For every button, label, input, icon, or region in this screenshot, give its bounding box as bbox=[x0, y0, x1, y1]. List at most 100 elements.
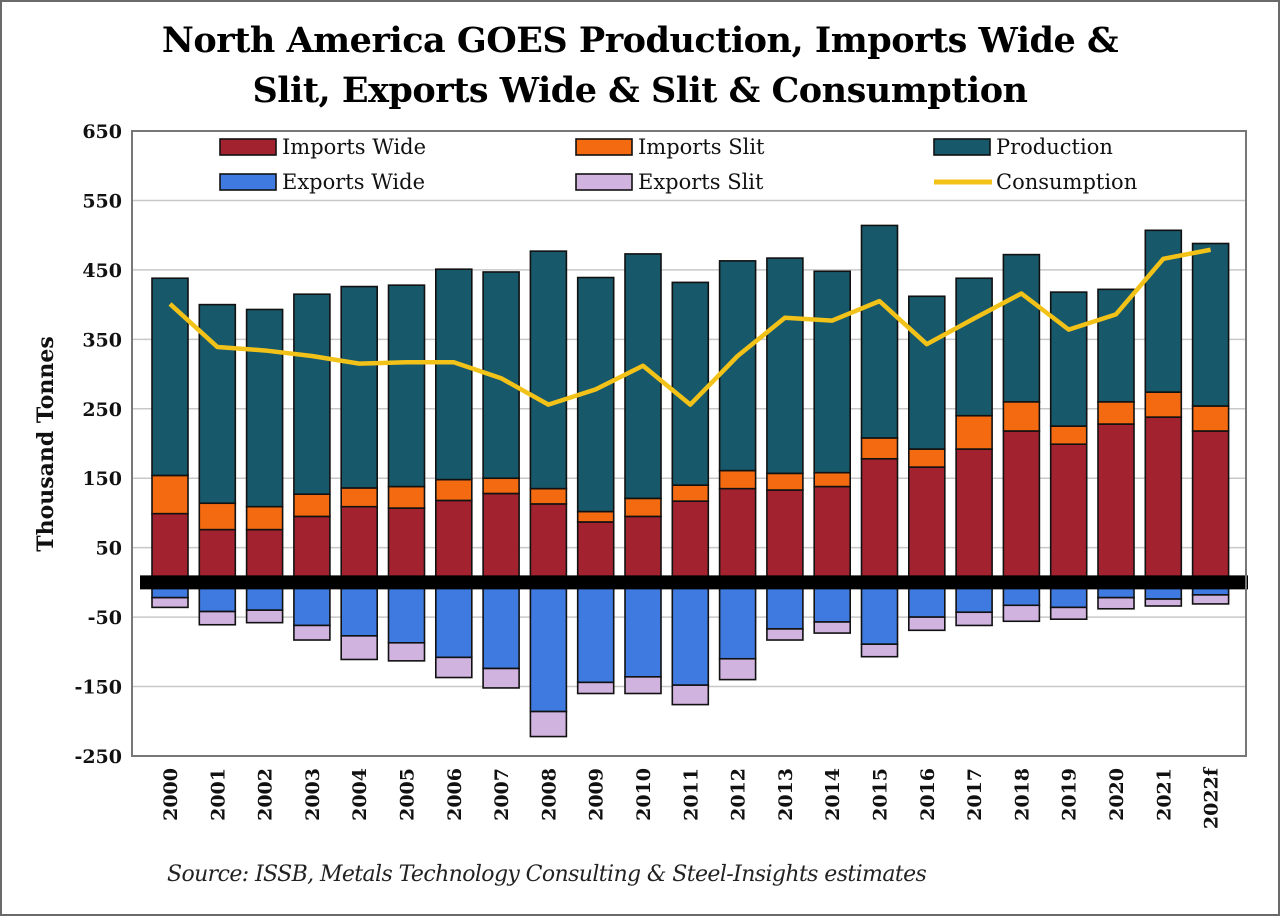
x-tick-label: 2021 bbox=[1153, 768, 1175, 821]
legend: Imports Wide Imports Slit Production Export… bbox=[219, 135, 1137, 194]
bar-exports-slit bbox=[1049, 606, 1088, 620]
bar-imports-slit bbox=[387, 485, 426, 509]
bar-exports-wide bbox=[340, 581, 379, 637]
y-tick-label: 650 bbox=[82, 121, 122, 143]
bar-imports-wide bbox=[293, 515, 331, 584]
x-tick-label: 2001 bbox=[207, 768, 229, 821]
y-tick-label: -150 bbox=[74, 677, 122, 699]
consumption-line-group bbox=[168, 247, 1212, 407]
x-tick-label: 2005 bbox=[397, 768, 419, 821]
legend-label-imports-wide: Imports Wide bbox=[282, 135, 426, 159]
bar-exports-slit bbox=[624, 676, 662, 695]
bar-production bbox=[293, 293, 331, 495]
bar-imports-slit bbox=[529, 487, 568, 505]
bar-imports-slit bbox=[860, 437, 899, 460]
source-note: Source: ISSB, Metals Technology Consulti… bbox=[167, 862, 927, 887]
bar-exports-slit bbox=[813, 621, 852, 634]
bar-imports-wide bbox=[718, 487, 757, 584]
legend-label-production: Production bbox=[996, 135, 1113, 159]
chart-title: North America GOES Production, Imports W… bbox=[2, 16, 1278, 116]
bar-production bbox=[813, 270, 852, 474]
bar-exports-slit bbox=[1144, 598, 1183, 607]
y-tick-label: 550 bbox=[82, 190, 122, 212]
bar-exports-slit bbox=[482, 667, 520, 689]
bar-imports-slit bbox=[293, 493, 331, 518]
bar-imports-slit bbox=[955, 414, 993, 450]
y-tick-label: -50 bbox=[88, 607, 122, 629]
x-tick-label: 2006 bbox=[444, 768, 466, 821]
x-tick-label: 2012 bbox=[728, 768, 750, 821]
bar-production bbox=[340, 285, 379, 489]
bar-imports-wide bbox=[340, 505, 379, 584]
bar-production bbox=[387, 284, 426, 488]
bar-production bbox=[1191, 242, 1230, 407]
x-axis-ticks: 2000 2001 2002 2003 2004 2005 2006 2007 2008 2009… bbox=[160, 766, 1223, 829]
bar-exports-wide bbox=[718, 581, 757, 660]
legend-swatch-exports-slit bbox=[575, 173, 633, 191]
y-axis-label: Thousand Tonnes bbox=[33, 336, 59, 552]
bar-exports-slit bbox=[718, 657, 757, 681]
x-tick-label: 2016 bbox=[917, 768, 939, 821]
x-tick-label: 2018 bbox=[1011, 768, 1033, 821]
legend-swatch-exports-wide bbox=[219, 173, 277, 191]
bar-imports-wide bbox=[387, 507, 426, 584]
x-tick-label: 2020 bbox=[1106, 768, 1128, 821]
bar-imports-wide bbox=[198, 528, 237, 584]
x-tick-label: 2007 bbox=[491, 768, 513, 821]
bar-imports-slit bbox=[718, 469, 757, 490]
bar-exports-slit bbox=[293, 624, 331, 641]
bar-imports-wide bbox=[1049, 443, 1088, 584]
bar-production bbox=[245, 308, 284, 508]
x-tick-label: 2017 bbox=[964, 768, 986, 821]
bar-production bbox=[434, 268, 473, 481]
chart-title-line-2: Slit, Exports Wide & Slit & Consumption bbox=[252, 70, 1028, 111]
bar-exports-slit bbox=[766, 628, 804, 641]
bar-exports-slit bbox=[151, 596, 189, 609]
bar-exports-slit bbox=[529, 710, 568, 738]
x-tick-label: 2002 bbox=[255, 768, 277, 821]
bar-exports-wide bbox=[293, 581, 331, 627]
bar-exports-slit bbox=[198, 610, 237, 626]
bar-production bbox=[907, 295, 946, 450]
bar-imports-slit bbox=[245, 505, 284, 531]
bar-imports-slit bbox=[1002, 401, 1041, 432]
legend-label-consumption: Consumption bbox=[996, 170, 1137, 194]
bar-exports-slit bbox=[671, 684, 710, 706]
y-tick-label: 350 bbox=[82, 329, 122, 351]
x-tick-label: 2008 bbox=[538, 768, 560, 821]
bar-exports-slit bbox=[434, 656, 473, 679]
bar-imports-wide bbox=[245, 528, 284, 584]
bar-exports-wide bbox=[860, 581, 899, 645]
bar-imports-slit bbox=[1049, 425, 1088, 445]
bar-exports-wide bbox=[529, 581, 568, 713]
bar-imports-slit bbox=[482, 477, 520, 495]
bar-imports-slit bbox=[151, 474, 189, 515]
bar-imports-wide bbox=[766, 489, 804, 584]
bar-imports-slit bbox=[340, 487, 379, 508]
x-tick-label: 2004 bbox=[349, 768, 371, 821]
bar-imports-slit bbox=[813, 471, 852, 488]
bar-imports-slit bbox=[624, 497, 662, 518]
bar-exports-slit bbox=[860, 643, 899, 658]
bar-exports-wide bbox=[671, 581, 710, 686]
bar-imports-slit bbox=[434, 478, 473, 502]
x-tick-label: 2015 bbox=[870, 768, 892, 821]
bar-imports-wide bbox=[671, 500, 710, 584]
bar-imports-slit bbox=[766, 472, 804, 491]
legend-label-exports-slit: Exports Slit bbox=[638, 170, 764, 194]
y-tick-label: 250 bbox=[82, 399, 122, 421]
bar-exports-slit bbox=[245, 609, 284, 624]
bar-imports-slit bbox=[671, 484, 710, 502]
bar-imports-wide bbox=[860, 457, 899, 584]
bar-exports-wide bbox=[624, 581, 662, 678]
legend-label-exports-wide: Exports Wide bbox=[282, 170, 425, 194]
bar-production bbox=[955, 277, 993, 417]
bar-imports-slit bbox=[1191, 405, 1230, 432]
bar-exports-wide bbox=[482, 581, 520, 670]
bar-imports-wide bbox=[1002, 430, 1041, 584]
bar-imports-wide bbox=[529, 503, 568, 584]
bar-imports-wide bbox=[955, 448, 993, 584]
bar-imports-wide bbox=[151, 512, 189, 584]
